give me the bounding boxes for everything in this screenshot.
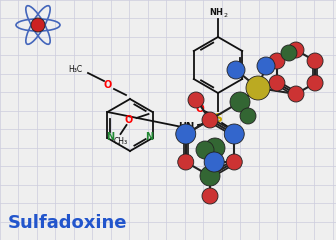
Text: N: N — [107, 132, 115, 142]
Circle shape — [178, 154, 194, 170]
Text: 2: 2 — [223, 13, 227, 18]
Text: CH₃: CH₃ — [114, 138, 128, 146]
Circle shape — [281, 45, 297, 61]
Circle shape — [240, 108, 256, 124]
Text: S: S — [213, 113, 222, 126]
Circle shape — [196, 141, 214, 159]
Circle shape — [202, 188, 218, 204]
Text: NH: NH — [209, 8, 223, 17]
Circle shape — [226, 154, 242, 170]
Text: O: O — [124, 115, 133, 125]
Circle shape — [202, 112, 218, 128]
Circle shape — [204, 152, 224, 172]
Circle shape — [307, 53, 323, 69]
Circle shape — [31, 18, 45, 32]
Circle shape — [230, 92, 250, 112]
Text: HN: HN — [178, 122, 194, 132]
Circle shape — [269, 53, 285, 69]
Circle shape — [269, 75, 285, 91]
Text: O: O — [196, 104, 204, 114]
Circle shape — [288, 86, 304, 102]
Circle shape — [257, 57, 275, 75]
Text: Sulfadoxine: Sulfadoxine — [8, 214, 127, 232]
Text: N: N — [145, 132, 154, 142]
Text: H₃C: H₃C — [68, 65, 82, 73]
Circle shape — [224, 124, 244, 144]
Circle shape — [288, 42, 304, 58]
Text: O: O — [229, 126, 238, 136]
Circle shape — [227, 61, 245, 79]
Circle shape — [246, 76, 270, 100]
Circle shape — [205, 138, 225, 158]
Circle shape — [188, 92, 204, 108]
Text: O: O — [104, 80, 112, 90]
Circle shape — [307, 75, 323, 91]
Circle shape — [176, 124, 196, 144]
Circle shape — [200, 166, 220, 186]
